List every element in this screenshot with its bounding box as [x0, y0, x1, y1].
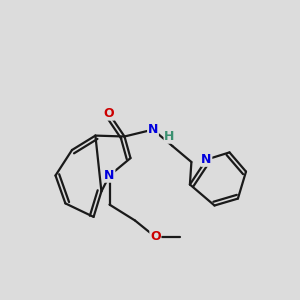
Text: O: O — [150, 230, 161, 244]
Text: N: N — [148, 123, 158, 136]
Text: O: O — [103, 107, 114, 120]
Text: N: N — [201, 153, 212, 166]
Text: H: H — [164, 130, 175, 143]
Text: N: N — [104, 169, 115, 182]
